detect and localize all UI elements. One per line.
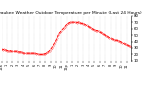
- Title: Milwaukee Weather Outdoor Temperature per Minute (Last 24 Hours): Milwaukee Weather Outdoor Temperature pe…: [0, 11, 142, 15]
